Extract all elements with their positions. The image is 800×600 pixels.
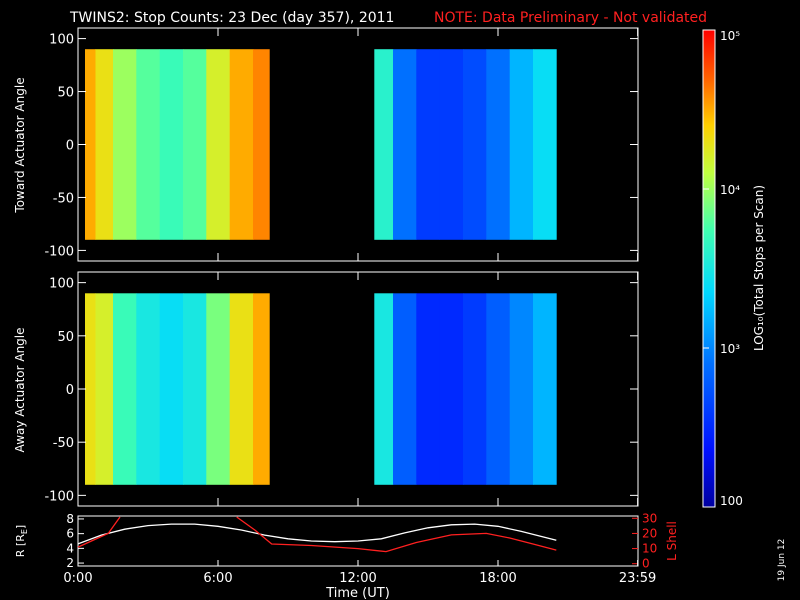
heatmap-column bbox=[486, 49, 510, 240]
y2-tick-label: 10 bbox=[642, 542, 657, 556]
y2-tick-label: 0 bbox=[642, 557, 650, 571]
heatmap-column bbox=[374, 49, 394, 240]
panel-orbit-ylabel: R [RE] bbox=[14, 525, 29, 557]
heatmap-column bbox=[439, 293, 464, 485]
y-tick-label: 4 bbox=[66, 541, 74, 555]
heatmap-column bbox=[509, 293, 534, 485]
side-date: 19 Jun 12 bbox=[777, 539, 787, 582]
heatmap-column bbox=[206, 49, 230, 240]
heatmap-column bbox=[159, 49, 184, 240]
x-tick-label: 18:00 bbox=[479, 571, 516, 586]
y-tick-label: -100 bbox=[44, 244, 74, 259]
colorbar-tick-label: 100 bbox=[720, 494, 743, 508]
heatmap-column bbox=[253, 49, 270, 240]
heatmap-column bbox=[95, 49, 114, 240]
heatmap-column bbox=[416, 49, 440, 240]
y-tick-label: 100 bbox=[49, 277, 74, 292]
colorbar-tick-label: 10³ bbox=[720, 342, 740, 356]
heatmap-column bbox=[509, 49, 534, 240]
heatmap-column bbox=[393, 49, 417, 240]
heatmap-column bbox=[253, 293, 270, 485]
panel-toward-yticks: 100 50 0 -50 -100 bbox=[44, 33, 638, 259]
panel-toward-xticks bbox=[77, 28, 639, 261]
heatmap-column bbox=[159, 293, 184, 485]
heatmap-column bbox=[393, 293, 417, 485]
heatmap-column bbox=[229, 293, 254, 485]
heatmap-column bbox=[95, 293, 114, 485]
heatmap-column bbox=[533, 293, 557, 485]
heatmap-column bbox=[463, 49, 487, 240]
colorbar: 10⁵ 10⁴ 10³ 100 LOG₁₀(Total Stops per Scan) bbox=[702, 29, 766, 508]
heatmap-toward bbox=[85, 49, 557, 240]
x-tick-label: 0:00 bbox=[63, 571, 92, 586]
heatmap-column bbox=[229, 49, 254, 240]
y-tick-label: 2 bbox=[66, 556, 74, 570]
heatmap-column bbox=[113, 49, 137, 240]
colorbar-scale bbox=[702, 29, 716, 508]
x-axis-label: Time (UT) bbox=[325, 586, 390, 600]
y-tick-label: 50 bbox=[57, 86, 74, 101]
panel-orbit-xticks bbox=[77, 560, 639, 566]
y-tick-label: -100 bbox=[44, 489, 74, 504]
x-tick-label: 12:00 bbox=[339, 571, 376, 586]
y-tick-label: -50 bbox=[53, 191, 74, 206]
colorbar-tick-label: 10⁵ bbox=[720, 29, 740, 43]
chart-note: NOTE: Data Preliminary - Not validated bbox=[434, 10, 707, 26]
panel-away-yticks: 100 50 0 -50 -100 bbox=[44, 277, 638, 504]
panel-orbit-y2label: L Shell bbox=[665, 521, 679, 561]
heatmap-column bbox=[416, 293, 440, 485]
y-tick-label: 6 bbox=[66, 527, 74, 541]
radius-line bbox=[77, 523, 557, 545]
heatmap-column bbox=[113, 293, 137, 485]
heatmap-column bbox=[85, 49, 96, 240]
x-tick-labels: 0:00 6:00 12:00 18:00 23:59 bbox=[63, 571, 656, 586]
colorbar-tick-label: 10⁴ bbox=[720, 183, 740, 197]
colorbar-ticks: 10⁵ 10⁴ 10³ 100 bbox=[703, 29, 743, 508]
chart-title: TWINS2: Stop Counts: 23 Dec (day 357), 2… bbox=[69, 10, 394, 26]
y-tick-label: 50 bbox=[57, 330, 74, 345]
panel-toward: 100 50 0 -50 -100 Toward Actuator Angle bbox=[13, 27, 639, 262]
panel-toward-ylabel: Toward Actuator Angle bbox=[13, 77, 27, 213]
heatmap-column bbox=[206, 293, 230, 485]
heatmap-column bbox=[463, 293, 487, 485]
x-tick-label: 23:59 bbox=[619, 571, 656, 586]
heatmap-column bbox=[136, 293, 160, 485]
y-tick-label: -50 bbox=[53, 436, 74, 451]
heatmap-column bbox=[85, 293, 96, 485]
heatmap-column bbox=[486, 293, 510, 485]
panel-away: 100 50 0 -50 -100 Away Actuator Angle bbox=[13, 271, 639, 507]
y2-tick-label: 20 bbox=[642, 526, 657, 540]
heatmap-column bbox=[136, 49, 160, 240]
heatmap-column bbox=[533, 49, 557, 240]
x-tick-label: 6:00 bbox=[203, 571, 232, 586]
y-tick-label: 0 bbox=[66, 383, 74, 398]
y-tick-label: 0 bbox=[66, 139, 74, 154]
y-tick-label: 100 bbox=[49, 33, 74, 48]
heatmap-away bbox=[85, 293, 557, 485]
panel-away-xticks bbox=[77, 272, 639, 506]
y-tick-label: 8 bbox=[66, 512, 74, 526]
colorbar-label: LOG₁₀(Total Stops per Scan) bbox=[752, 185, 766, 351]
heatmap-column bbox=[374, 293, 394, 485]
heatmap-column bbox=[183, 49, 207, 240]
orbit-lines bbox=[77, 516, 557, 553]
heatmap-column bbox=[439, 49, 464, 240]
heatmap-column bbox=[183, 293, 207, 485]
panel-away-ylabel: Away Actuator Angle bbox=[13, 327, 27, 452]
lshell-line bbox=[77, 516, 557, 553]
y2-tick-label: 30 bbox=[642, 511, 657, 525]
